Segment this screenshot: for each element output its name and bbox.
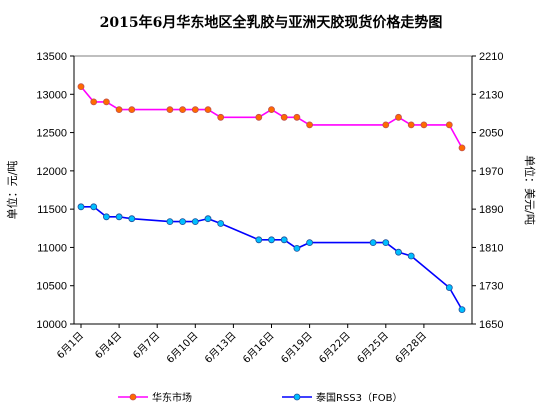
legend-label-east-china: 华东市场 — [152, 391, 192, 404]
right-tick-label: 2210 — [479, 51, 503, 63]
series-layer — [77, 83, 466, 314]
legend-item-thai-rss3: 泰国RSS3（FOB） — [282, 391, 403, 404]
series-line-0 — [80, 86, 463, 149]
series-1-point — [77, 203, 85, 211]
series-1-point — [445, 284, 453, 292]
left-tick-label: 13500 — [36, 51, 67, 63]
series-1-point — [179, 218, 187, 226]
series-0-point — [382, 121, 390, 129]
right-tick-label: 1890 — [479, 204, 503, 216]
x-tick-label: 6月19日 — [279, 330, 315, 366]
series-0-point — [420, 121, 428, 129]
series-0-point — [128, 106, 136, 113]
series-1-point — [280, 236, 288, 244]
series-1-point — [369, 239, 377, 247]
legend-marker-east-china — [129, 393, 137, 401]
plot-area — [73, 55, 473, 325]
series-0-point — [458, 144, 466, 152]
series-1-point — [217, 220, 225, 227]
x-tick-label: 6月16日 — [240, 330, 276, 366]
series-0-point — [166, 106, 174, 113]
series-0-point — [217, 113, 225, 121]
legend-marker-thai-rss3 — [293, 393, 301, 401]
series-line-1 — [81, 206, 463, 310]
left-y-ticks: 10000 10500 11000 11500 12000 12500 13000 13500 — [36, 51, 74, 331]
left-tick-label: 11000 — [37, 242, 67, 254]
series-0-point — [191, 106, 199, 113]
left-tick-label: 10000 — [36, 319, 67, 331]
series-1-point — [255, 236, 263, 244]
series-0-point — [77, 83, 85, 90]
series-0-point — [179, 106, 187, 113]
legend-label-thai-rss3: 泰国RSS3（FOB） — [316, 391, 403, 404]
series-0-point — [103, 98, 110, 106]
series-0-point — [395, 113, 402, 121]
x-tick-label: 6月7日 — [131, 330, 163, 362]
right-y-axis-label: 单位：美元/吨 — [523, 155, 537, 225]
series-0-point — [268, 106, 275, 113]
x-tick-label: 6月13日 — [202, 330, 238, 366]
series-0-point — [306, 121, 314, 129]
series-0-point — [90, 98, 98, 106]
series-1-point — [458, 306, 466, 314]
series-0-point — [204, 106, 212, 113]
chart-title: 2015年6月华东地区全乳胶与亚洲天胶现货价格走势图 — [100, 14, 443, 31]
series-0-point — [255, 113, 263, 121]
left-tick-label: 12500 — [36, 128, 67, 140]
right-tick-label: 2130 — [479, 89, 503, 101]
right-tick-label: 1730 — [479, 281, 503, 293]
series-0-point — [115, 106, 123, 113]
x-tick-label: 6月1日 — [54, 330, 86, 362]
left-tick-label: 10500 — [36, 281, 67, 293]
left-tick-label: 13000 — [36, 89, 67, 101]
series-1-point — [103, 213, 110, 221]
x-tick-label: 6月22日 — [317, 330, 353, 366]
series-1-point — [382, 239, 390, 247]
right-tick-label: 1810 — [479, 242, 503, 254]
right-tick-label: 1970 — [479, 166, 503, 178]
right-tick-label: 1650 — [479, 319, 503, 331]
x-tick-label: 6月25日 — [355, 330, 391, 366]
legend: 华东市场 泰国RSS3（FOB） — [118, 391, 403, 404]
series-1-point — [268, 236, 275, 244]
series-1-point — [90, 203, 98, 211]
series-1-point — [191, 218, 199, 226]
series-1-point — [166, 218, 174, 226]
series-1-point — [395, 248, 402, 256]
right-tick-label: 2050 — [479, 128, 503, 140]
series-0-point — [293, 113, 301, 121]
right-y-ticks: 1650 1730 1810 1890 1970 2050 2130 2210 — [472, 51, 503, 331]
series-1-point — [128, 215, 136, 223]
x-tick-label: 6月4日 — [93, 330, 125, 362]
series-1-point — [204, 215, 212, 223]
series-1-point — [306, 239, 314, 247]
x-ticks: 6月1日 6月4日 6月7日 6月10日 6月13日 6月16日 6月19日 6月22日 6月2… — [54, 324, 429, 366]
series-1-point — [115, 213, 123, 221]
series-0-point — [445, 121, 453, 129]
series-0-point — [407, 121, 415, 129]
series-0-point — [280, 113, 288, 121]
x-tick-label: 6月28日 — [393, 330, 429, 366]
x-tick-label: 6月10日 — [164, 330, 200, 366]
series-1-point — [407, 252, 415, 260]
left-y-axis-label: 单位：元/吨 — [5, 161, 19, 220]
left-tick-label: 11500 — [37, 204, 67, 216]
left-tick-label: 12000 — [36, 166, 67, 178]
series-1-point — [293, 244, 301, 252]
legend-item-east-china: 华东市场 — [118, 391, 192, 404]
